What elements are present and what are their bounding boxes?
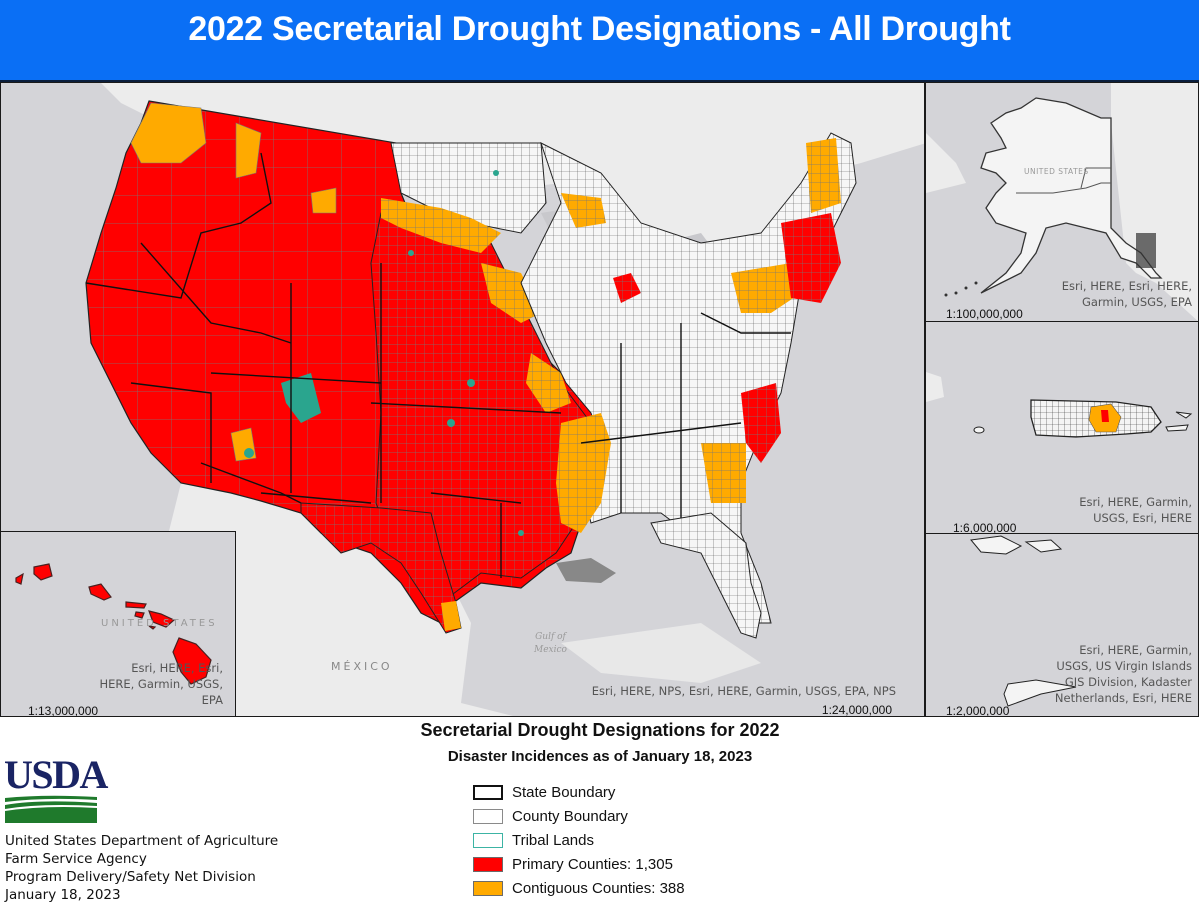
- alaska-scale: 1:100,000,000: [946, 307, 1023, 321]
- hawaii-scale: 1:13,000,000: [28, 704, 99, 717]
- main-map-scale: 1:24,000,000: [821, 703, 892, 717]
- agency-department: United States Department of Agriculture: [5, 833, 279, 849]
- legend-title: Secretarial Drought Designations for 202…: [420, 720, 780, 740]
- puerto-rico-attribution: Esri, HERE, Garmin, USGS, Esri, HERE: [1079, 495, 1192, 525]
- agency-division: Program Delivery/Safety Net Division: [5, 869, 256, 885]
- legend-subtitle: Disaster Incidences as of January 18, 20…: [447, 748, 753, 765]
- legend-item-primary-counties: Primary Counties: 1,305: [473, 852, 685, 876]
- legend-item-state-boundary: State Boundary: [473, 780, 685, 804]
- title-bar: 2022 Secretarial Drought Designations - …: [0, 0, 1199, 82]
- puerto-rico-canvas: [926, 322, 1198, 533]
- usda-field-icon: [5, 795, 97, 823]
- county-boundary-swatch: [473, 808, 503, 824]
- puerto-rico-scale: 1:6,000,000: [953, 521, 1017, 534]
- puerto-rico-inset-map: Esri, HERE, Garmin, USGS, Esri, HERE 1:6…: [925, 321, 1199, 534]
- virgin-islands-attribution: Esri, HERE, Garmin, USGS, US Virgin Isla…: [1054, 643, 1192, 705]
- agency-date: January 18, 2023: [5, 887, 121, 903]
- hawaii-attribution: Esri, HERE, Esri, HERE, Garmin, USGS, EP…: [99, 661, 223, 707]
- tribal-lands-swatch: [473, 832, 503, 848]
- hawaii-canvas: [1, 532, 235, 716]
- virgin-islands-inset-map: Esri, HERE, Garmin, USGS, US Virgin Isla…: [925, 533, 1199, 717]
- usda-logo: USDA: [4, 752, 108, 823]
- virgin-islands-canvas: [926, 534, 1198, 716]
- agency-info: United States Department of Agriculture …: [5, 832, 278, 903]
- hawaii-islands: [15, 563, 212, 685]
- contiguous-counties-swatch: [473, 880, 503, 896]
- primary-counties-swatch: [473, 856, 503, 872]
- legend-item-contiguous-counties: Contiguous Counties: 388: [473, 876, 685, 900]
- main-map-attribution: Esri, HERE, NPS, Esri, HERE, Garmin, USG…: [591, 684, 896, 698]
- alaska-canvas: [926, 83, 1198, 321]
- gulf-of-mexico-label: Gulf of Mexico: [534, 632, 567, 655]
- legend-item-tribal-lands: Tribal Lands: [473, 828, 685, 852]
- alaska-country-label: UNITED STATES: [1024, 167, 1089, 176]
- agency-name: Farm Service Agency: [5, 851, 147, 867]
- map-title: 2022 Secretarial Drought Designations - …: [188, 10, 1011, 48]
- hawaii-country-label: UNITED STATES: [101, 618, 218, 629]
- st-croix-shape: [1003, 679, 1077, 707]
- alaska-inset-map: UNITED STATES Esri, HERE, Esri, HERE, Ga…: [925, 82, 1199, 322]
- virgin-islands-scale: 1:2,000,000: [946, 704, 1010, 717]
- state-boundary-swatch: [473, 784, 503, 800]
- legend-item-county-boundary: County Boundary: [473, 804, 685, 828]
- alaska-attribution: Esri, HERE, Esri, HERE, Garmin, USGS, EP…: [1061, 279, 1192, 309]
- legend: State Boundary County Boundary Tribal La…: [473, 780, 685, 900]
- mexico-label: MÉXICO: [331, 660, 393, 673]
- hawaii-inset-map: UNITED STATES Esri, HERE, Esri, HERE, Ga…: [0, 531, 236, 717]
